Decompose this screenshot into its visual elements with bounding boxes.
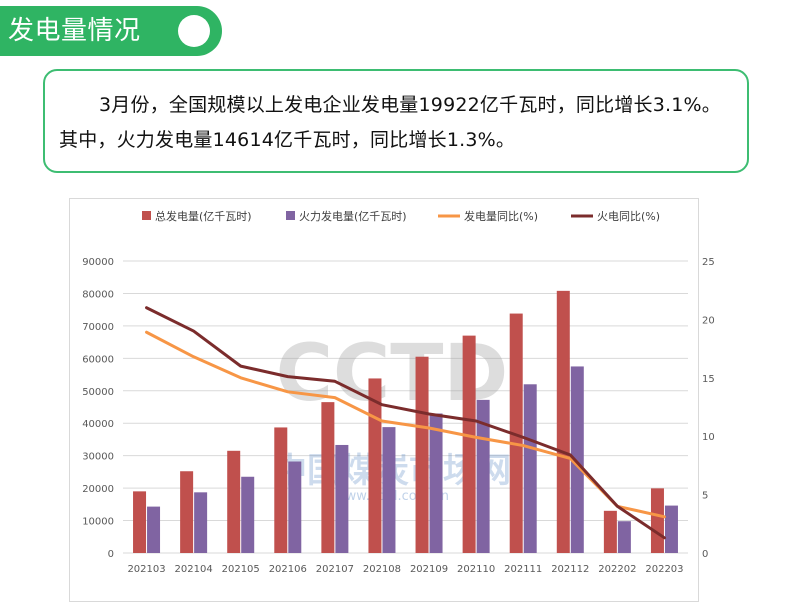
legend-label: 发电量同比(%) bbox=[464, 209, 538, 223]
total-generation-bar bbox=[603, 510, 617, 553]
x-tick-label: 202202 bbox=[598, 564, 636, 575]
x-tick-label: 202106 bbox=[269, 564, 307, 575]
total-generation-bar bbox=[415, 356, 429, 553]
thermal-generation-bar bbox=[382, 427, 396, 553]
right-tick-label: 5 bbox=[702, 491, 708, 502]
total-generation-bar bbox=[462, 335, 476, 553]
generation-yoy-line bbox=[145, 330, 666, 519]
right-tick-label: 25 bbox=[702, 257, 715, 268]
left-tick-label: 30000 bbox=[82, 452, 114, 463]
total-generation-bar bbox=[509, 313, 523, 553]
left-tick-label: 20000 bbox=[82, 484, 114, 495]
left-tick-label: 10000 bbox=[82, 517, 114, 528]
total-generation-bar bbox=[321, 402, 335, 553]
chart-lines bbox=[145, 306, 666, 540]
total-generation-bar bbox=[368, 378, 382, 553]
total-generation-bar bbox=[133, 491, 147, 553]
chart-legend: 总发电量(亿千瓦时) 火力发电量(亿千瓦时) 发电量同比(%) 火电同比(%) bbox=[142, 209, 660, 223]
total-generation-bar bbox=[274, 427, 288, 553]
x-tick-label: 202104 bbox=[175, 564, 213, 575]
right-tick-label: 20 bbox=[702, 315, 715, 326]
left-tick-label: 90000 bbox=[82, 257, 114, 268]
header-circle-icon bbox=[178, 15, 210, 47]
x-tick-label: 202105 bbox=[222, 564, 260, 575]
summary-box: 3月份，全国规模以上发电企业发电量19922亿千瓦时，同比增长3.1%。其中，火… bbox=[43, 69, 749, 173]
chart-gridlines bbox=[123, 260, 688, 554]
legend-swatch bbox=[142, 211, 151, 220]
thermal-generation-bar bbox=[617, 521, 631, 553]
thermal-yoy-line bbox=[145, 306, 666, 540]
x-tick-label: 202109 bbox=[410, 564, 448, 575]
x-tick-label: 202112 bbox=[551, 564, 589, 575]
legend-label: 火力发电量(亿千瓦时) bbox=[299, 209, 407, 223]
thermal-generation-bar bbox=[570, 366, 584, 553]
thermal-generation-bar bbox=[241, 476, 255, 553]
x-tick-label: 202203 bbox=[645, 564, 683, 575]
total-generation-bar bbox=[650, 488, 664, 553]
left-tick-label: 80000 bbox=[82, 289, 114, 300]
thermal-generation-bar bbox=[664, 505, 678, 553]
legend-swatch bbox=[286, 211, 295, 220]
left-axis-ticks: 0 10000 20000 30000 40000 50000 60000 70000 8000… bbox=[82, 257, 114, 560]
x-tick-label: 202107 bbox=[316, 564, 354, 575]
summary-text: 3月份，全国规模以上发电企业发电量19922亿千瓦时，同比增长3.1%。其中，火… bbox=[59, 94, 722, 151]
thermal-generation-bar bbox=[335, 444, 349, 553]
x-tick-label: 202111 bbox=[504, 564, 542, 575]
left-tick-label: 70000 bbox=[82, 322, 114, 333]
left-tick-label: 40000 bbox=[82, 419, 114, 430]
left-tick-label: 60000 bbox=[82, 354, 114, 365]
thermal-generation-bar bbox=[429, 413, 443, 553]
x-tick-label: 202108 bbox=[363, 564, 401, 575]
x-tick-label: 202103 bbox=[127, 564, 165, 575]
total-generation-bar bbox=[180, 471, 194, 553]
right-tick-label: 10 bbox=[702, 432, 715, 443]
total-generation-bar bbox=[227, 450, 241, 553]
section-header: 发电量情况 bbox=[0, 6, 222, 56]
left-tick-label: 0 bbox=[108, 549, 114, 560]
thermal-generation-bar bbox=[288, 461, 302, 553]
thermal-generation-bar bbox=[523, 384, 537, 553]
legend-label: 火电同比(%) bbox=[597, 210, 660, 223]
thermal-generation-bar bbox=[194, 492, 208, 553]
x-axis-ticks: 202103 202104 202105 202106 202107 202108 2021… bbox=[127, 564, 683, 575]
right-axis-ticks: 0 5 10 15 20 25 bbox=[702, 257, 715, 560]
left-tick-label: 50000 bbox=[82, 387, 114, 398]
legend-label: 总发电量(亿千瓦时) bbox=[155, 209, 252, 223]
right-tick-label: 0 bbox=[702, 549, 708, 560]
thermal-generation-bar bbox=[147, 506, 161, 553]
chart-bars bbox=[133, 290, 678, 553]
right-tick-label: 15 bbox=[702, 374, 715, 385]
total-generation-bar bbox=[556, 290, 570, 553]
section-title: 发电量情况 bbox=[8, 16, 141, 46]
x-tick-label: 202110 bbox=[457, 564, 495, 575]
